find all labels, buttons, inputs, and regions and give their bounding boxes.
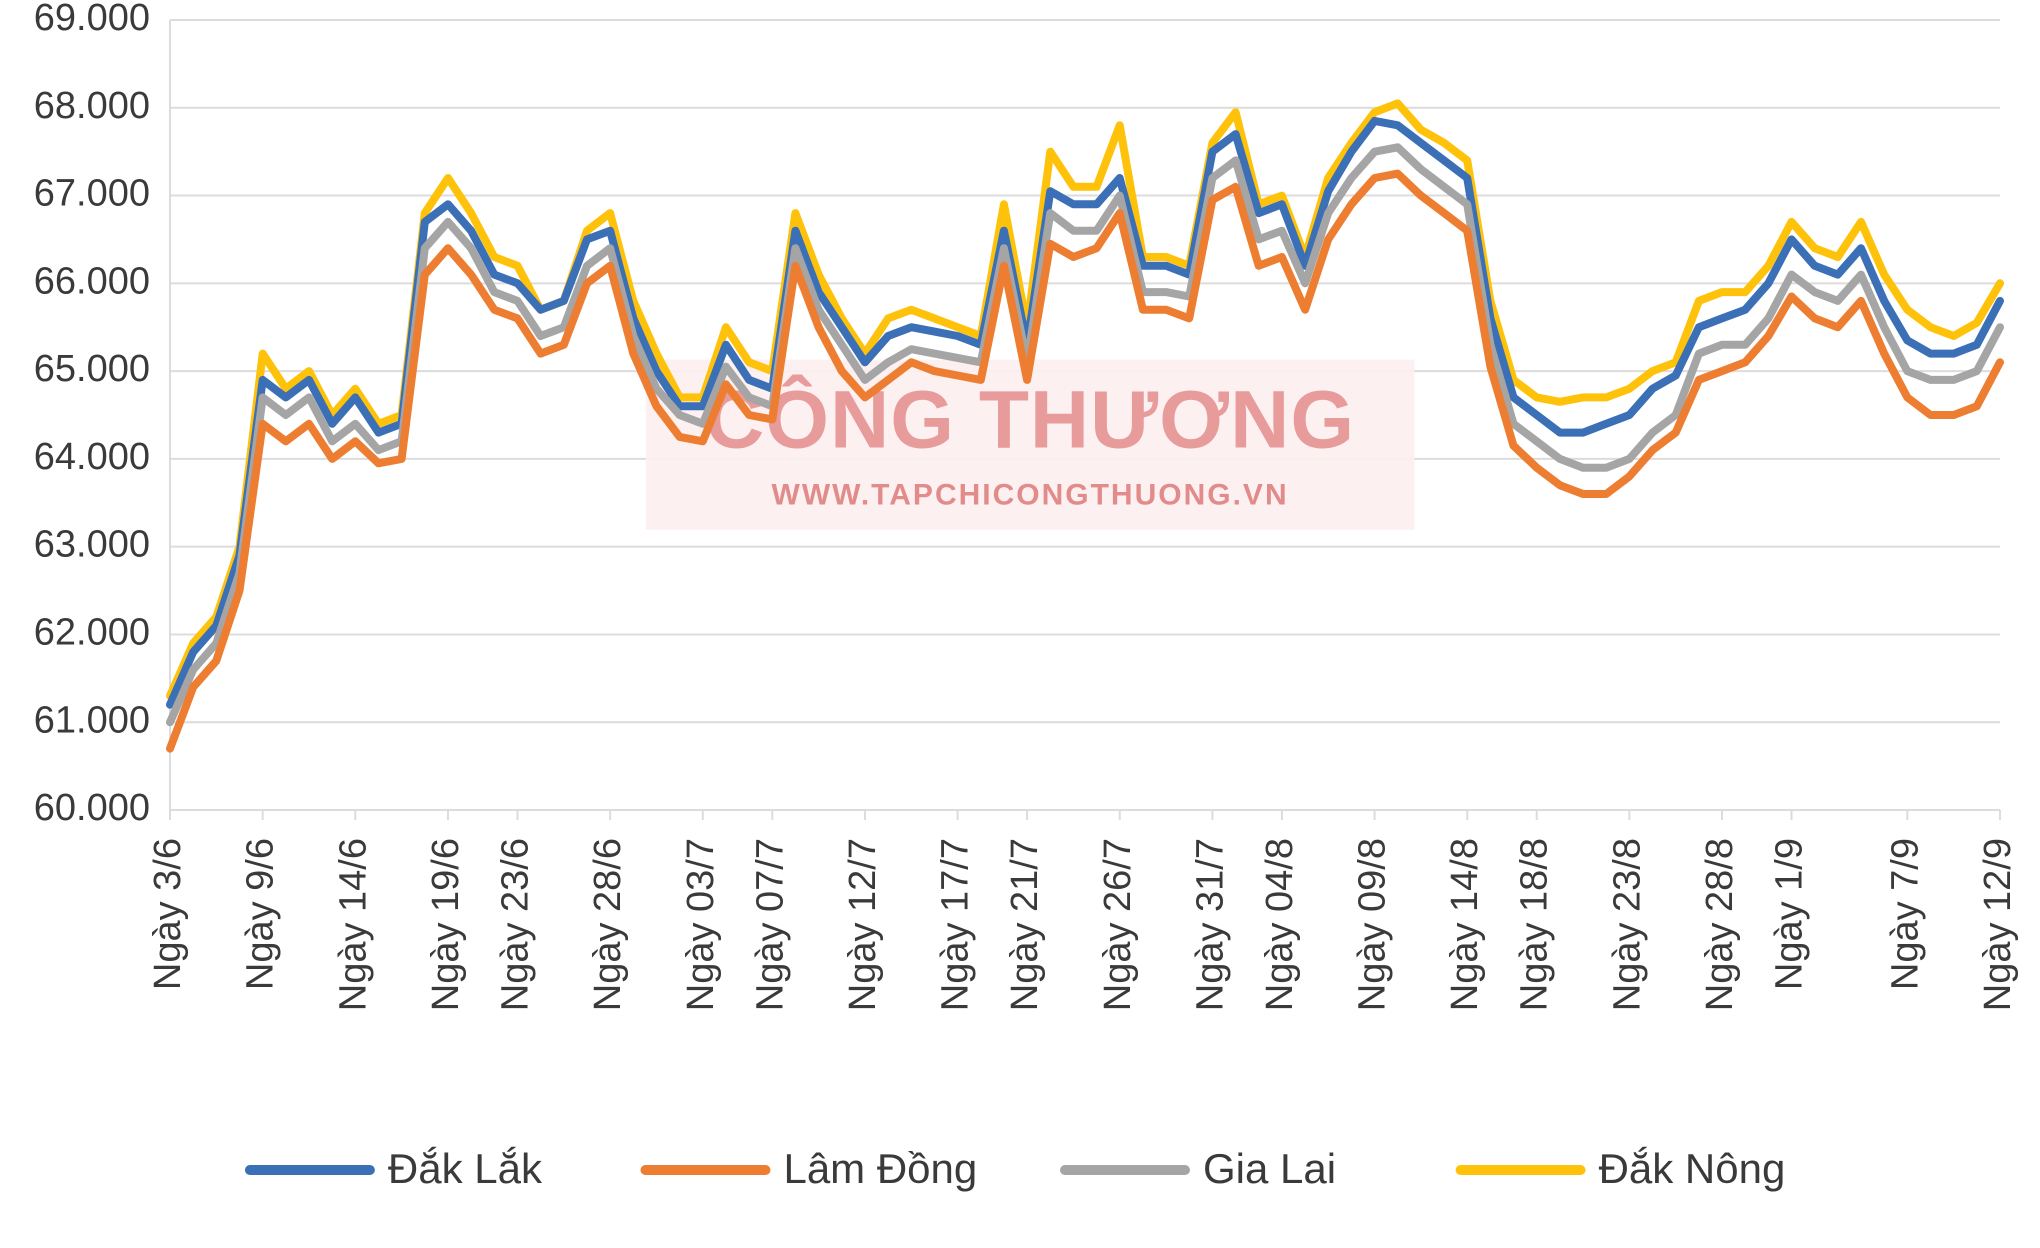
y-tick-label: 63.000 <box>34 524 150 566</box>
x-tick-label: Ngày 26/7 <box>1097 838 1139 1011</box>
x-tick-label-group: Ngày 26/7 <box>1097 838 1139 1011</box>
legend-label: Đắk Nông <box>1599 1145 1786 1192</box>
x-tick-label-group: Ngày 12/9 <box>1977 838 2019 1011</box>
y-tick-label: 60.000 <box>34 787 150 829</box>
x-tick-label: Ngày 18/8 <box>1514 838 1556 1011</box>
watermark-main: CÔNG THƯƠNG <box>705 375 1355 466</box>
x-tick-label: Ngày 07/7 <box>749 838 791 1011</box>
x-tick-label: Ngày 9/6 <box>240 838 282 990</box>
x-tick-label-group: Ngày 14/8 <box>1444 838 1486 1011</box>
x-tick-label-group: Ngày 07/7 <box>749 838 791 1011</box>
x-tick-label-group: Ngày 31/7 <box>1189 838 1231 1011</box>
watermark-url: WWW.TAPCHICONGTHUONG.VN <box>772 479 1289 512</box>
y-tick-label: 65.000 <box>34 348 150 390</box>
x-tick-label-group: Ngày 28/8 <box>1699 838 1741 1011</box>
x-tick-label-group: Ngày 19/6 <box>425 838 467 1011</box>
x-tick-label-group: Ngày 21/7 <box>1004 838 1046 1011</box>
x-tick-label: Ngày 3/6 <box>147 838 189 990</box>
x-tick-label-group: Ngày 9/6 <box>240 838 282 990</box>
x-tick-label: Ngày 12/7 <box>842 838 884 1011</box>
legend-label: Lâm Đồng <box>783 1145 977 1192</box>
x-tick-label-group: Ngày 3/6 <box>147 838 189 990</box>
line-chart: 60.000 61.000 62.000 63.000 64.000 65.000 66.0… <box>0 0 2040 1248</box>
x-tick-label: Ngày 31/7 <box>1189 838 1231 1011</box>
x-tick-label-group: Ngày 23/8 <box>1606 838 1648 1011</box>
y-tick-label: 64.000 <box>34 436 150 478</box>
x-tick-label-group: Ngày 12/7 <box>842 838 884 1011</box>
x-tick-label-group: Ngày 17/7 <box>935 838 977 1011</box>
x-tick-label: Ngày 19/6 <box>425 838 467 1011</box>
legend-label: Gia Lai <box>1203 1145 1336 1192</box>
x-tick-label-group: Ngày 04/8 <box>1259 838 1301 1011</box>
x-tick-label: Ngày 28/8 <box>1699 838 1741 1011</box>
x-tick-label: Ngày 17/7 <box>935 838 977 1011</box>
x-tick-label-group: Ngày 1/9 <box>1769 838 1811 990</box>
y-tick-label: 66.000 <box>34 260 150 302</box>
x-tick-label-group: Ngày 23/6 <box>494 838 536 1011</box>
x-tick-label: Ngày 12/9 <box>1977 838 2019 1011</box>
x-tick-label-group: Ngày 09/8 <box>1352 838 1394 1011</box>
x-tick-label-group: Ngày 28/6 <box>587 838 629 1011</box>
x-tick-label: Ngày 7/9 <box>1884 838 1926 990</box>
x-tick-label-group: Ngày 18/8 <box>1514 838 1556 1011</box>
y-tick-label: 67.000 <box>34 173 150 215</box>
x-tick-label-group: Ngày 03/7 <box>680 838 722 1011</box>
x-tick-label: Ngày 14/8 <box>1444 838 1486 1011</box>
x-tick-label: Ngày 1/9 <box>1769 838 1811 990</box>
x-tick-label: Ngày 23/8 <box>1606 838 1648 1011</box>
x-tick-label-group: Ngày 7/9 <box>1884 838 1926 990</box>
x-tick-label: Ngày 21/7 <box>1004 838 1046 1011</box>
y-tick-label: 68.000 <box>34 85 150 127</box>
x-tick-label: Ngày 03/7 <box>680 838 722 1011</box>
x-tick-label: Ngày 14/6 <box>332 838 374 1011</box>
x-tick-label: Ngày 28/6 <box>587 838 629 1011</box>
legend-label: Đắk Lắk <box>388 1145 543 1192</box>
y-tick-label: 69.000 <box>34 0 150 39</box>
y-tick-label: 61.000 <box>34 699 150 741</box>
chart-svg: 60.000 61.000 62.000 63.000 64.000 65.000 66.0… <box>0 0 2040 1248</box>
x-tick-label-group: Ngày 14/6 <box>332 838 374 1011</box>
x-tick-label: Ngày 23/6 <box>494 838 536 1011</box>
x-tick-label: Ngày 04/8 <box>1259 838 1301 1011</box>
x-tick-label: Ngày 09/8 <box>1352 838 1394 1011</box>
y-tick-label: 62.000 <box>34 611 150 653</box>
